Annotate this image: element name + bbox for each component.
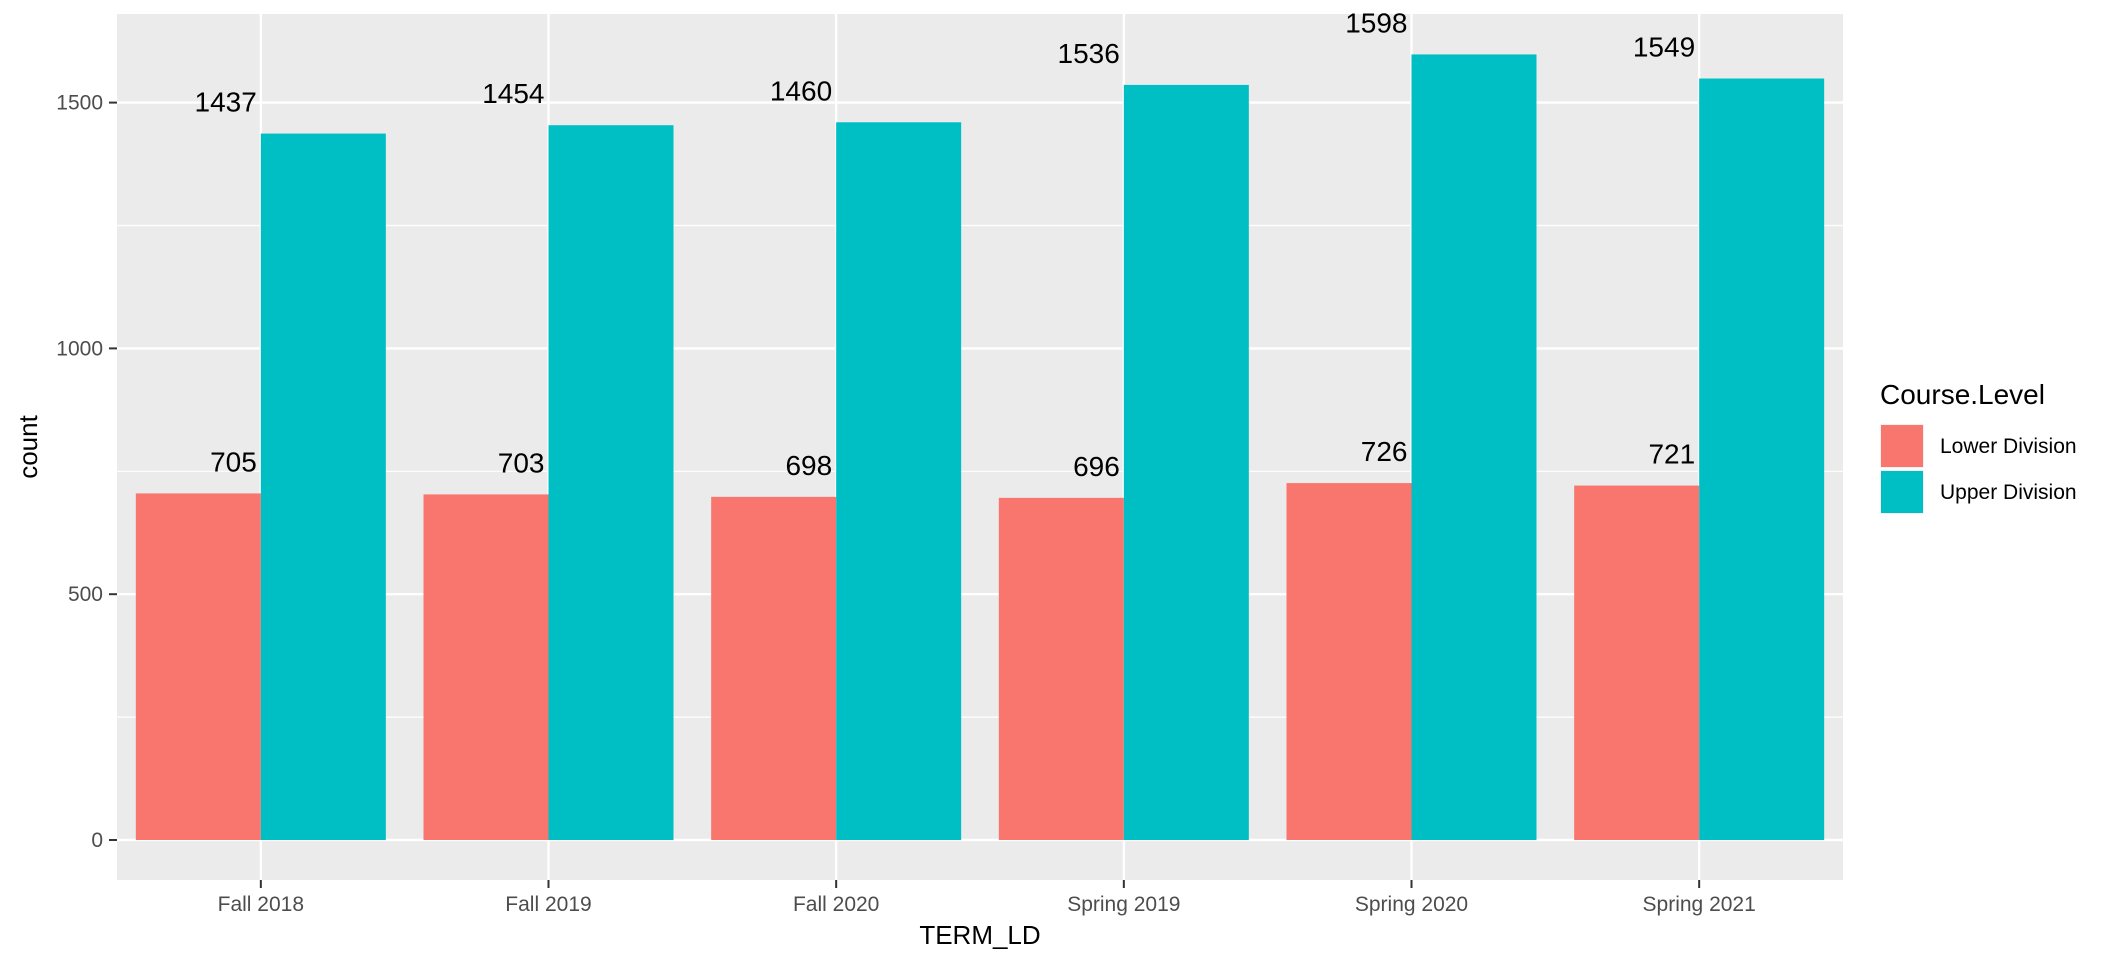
legend-label: Lower Division [1940, 435, 2077, 458]
data-label: 1460 [770, 75, 832, 106]
plot-panel [117, 14, 1843, 880]
y-tick-label: 1500 [56, 92, 103, 115]
legend-swatch [1881, 425, 1923, 467]
data-label: 696 [1073, 451, 1120, 482]
x-tick-label: Spring 2021 [1643, 893, 1756, 916]
bar-lower [1574, 485, 1700, 840]
data-label: 1598 [1345, 7, 1407, 38]
data-label: 703 [498, 447, 545, 478]
x-axis: Fall 2018 Fall 2019 Fall 2020 Spring 2019 Sp… [218, 880, 1756, 916]
data-label: 705 [210, 446, 257, 477]
bar-upper [836, 122, 962, 841]
bar-upper [1699, 78, 1825, 840]
bar-lower [998, 497, 1124, 840]
bar-lower [711, 496, 837, 840]
data-label: 698 [785, 450, 832, 481]
bar-upper [548, 125, 674, 840]
data-label: 726 [1361, 436, 1408, 467]
x-tick-label: Fall 2019 [505, 893, 591, 916]
x-tick-label: Spring 2020 [1355, 893, 1468, 916]
y-tick-label: 0 [91, 829, 103, 852]
data-label: 1454 [482, 78, 544, 109]
data-label: 1549 [1633, 32, 1695, 63]
legend-label: Upper Division [1940, 481, 2077, 504]
x-tick-label: Fall 2018 [218, 893, 304, 916]
minor-gridlines [117, 224, 1843, 718]
y-tick-label: 1000 [56, 337, 103, 360]
y-axis-title: count [13, 414, 43, 478]
bar-upper [1123, 84, 1249, 840]
bar-lower [135, 493, 261, 840]
x-tick-label: Spring 2019 [1067, 893, 1180, 916]
legend: Course.Level Lower Division Upper Divisio… [1880, 379, 2077, 514]
legend-title: Course.Level [1880, 379, 2045, 410]
x-axis-title: TERM_LD [919, 920, 1040, 950]
legend-swatch [1881, 471, 1923, 513]
data-label: 1437 [195, 87, 257, 118]
bars [135, 54, 1825, 841]
x-tick-label: Fall 2020 [793, 893, 879, 916]
y-tick-label: 500 [68, 583, 103, 606]
y-axis: 0 500 1000 1500 [56, 92, 117, 852]
value-labels: 705 1437 703 1454 698 1460 696 1536 726 1598 721 15… [195, 7, 1696, 481]
bar-upper [1411, 54, 1537, 840]
data-label: 1536 [1058, 38, 1120, 69]
bar-lower [423, 494, 549, 840]
data-label: 721 [1648, 439, 1695, 470]
bar-lower [1286, 483, 1412, 840]
bar-upper [260, 133, 386, 840]
